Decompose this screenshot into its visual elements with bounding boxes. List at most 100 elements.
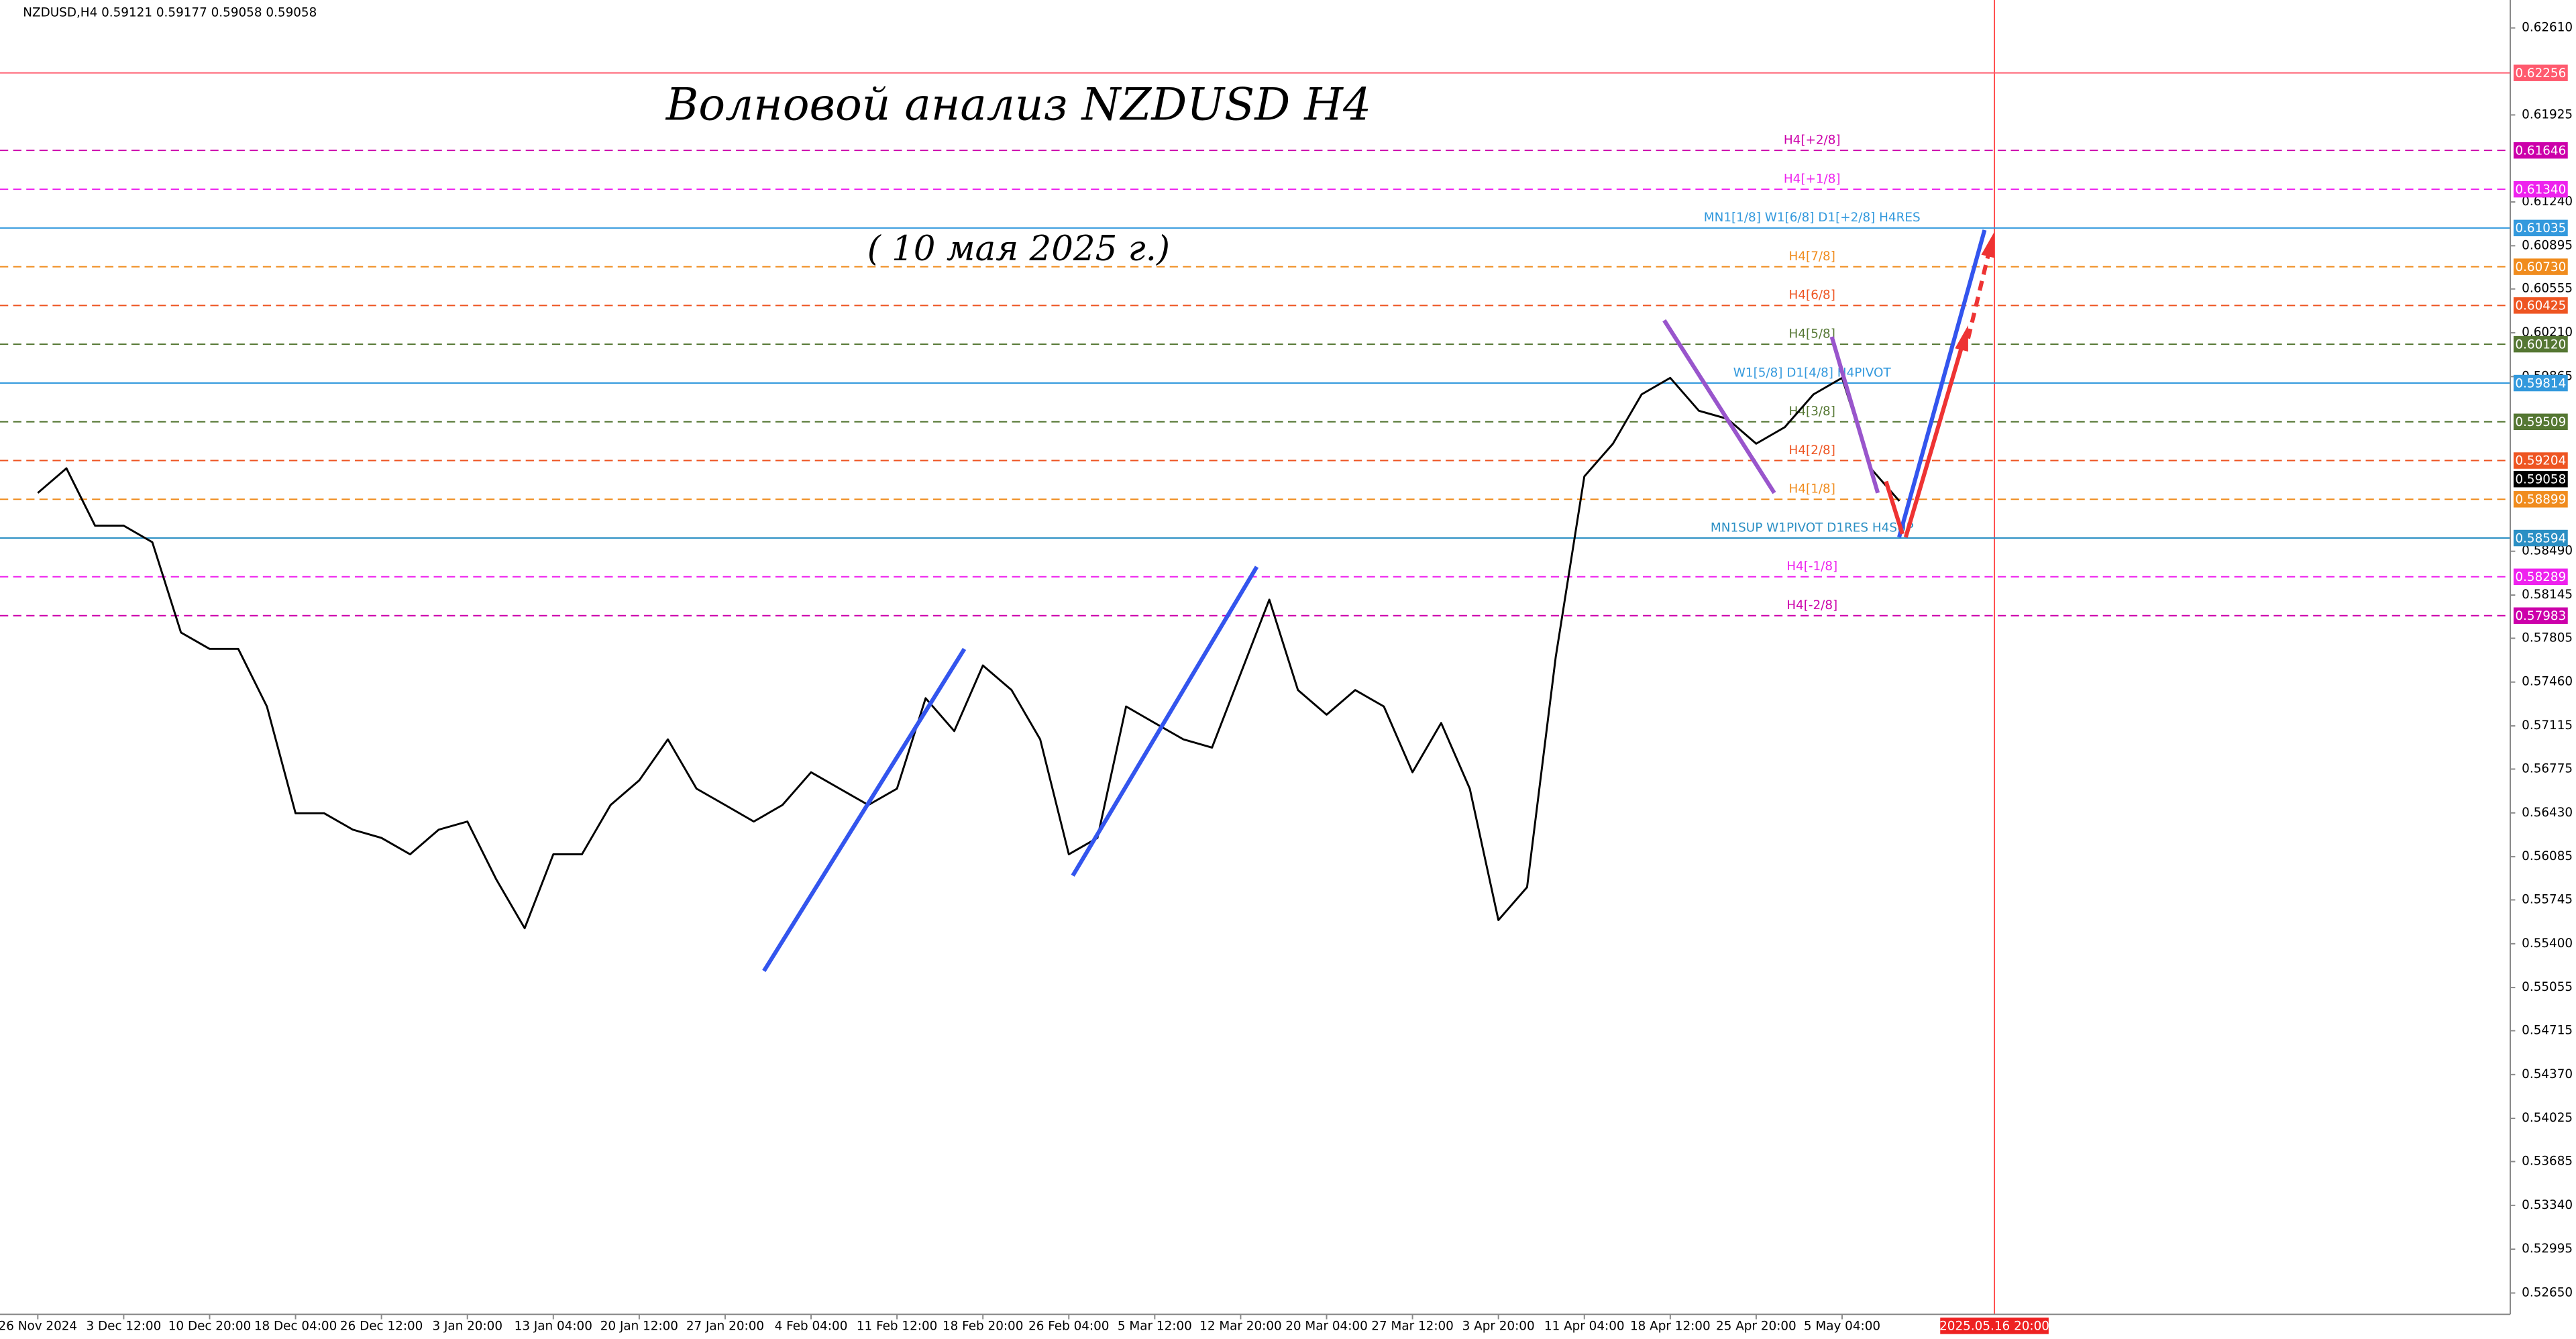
level-box bbox=[2513, 297, 2568, 314]
wave-line bbox=[762, 647, 967, 973]
y-tick-label: 0.54025 bbox=[2522, 1111, 2573, 1125]
y-tick-label: 0.54715 bbox=[2522, 1023, 2573, 1037]
x-tick-label: 5 Mar 12:00 bbox=[1118, 1320, 1192, 1334]
levels: H4[+2/8] H4[+1/8] MN1[1/8] W1[6/8] D1[+2/8… bbox=[0, 72, 2511, 617]
x-tick-label: 26 Feb 04:00 bbox=[1028, 1320, 1109, 1334]
y-tick-label: 0.54370 bbox=[2522, 1067, 2573, 1081]
level-name: H4[6/8] bbox=[1789, 288, 1835, 303]
y-tick-label: 0.60210 bbox=[2522, 325, 2573, 339]
arrow-head bbox=[1981, 231, 1995, 258]
wave-line bbox=[1897, 229, 1987, 538]
wave-arrow bbox=[1903, 341, 1966, 538]
y-tick-label: 0.58145 bbox=[2522, 588, 2573, 602]
level-value-label: 0.59204 bbox=[2515, 454, 2566, 468]
level-name: H4[3/8] bbox=[1789, 405, 1835, 419]
level-name: MN1[1/8] W1[6/8] D1[+2/8] H4RES bbox=[1704, 211, 1921, 225]
y-tick-label: 0.56775 bbox=[2522, 761, 2573, 775]
wave-line bbox=[1829, 336, 1880, 494]
y-tick-label: 0.55400 bbox=[2522, 936, 2573, 951]
price bbox=[37, 376, 1900, 930]
x-tick-label: 11 Feb 12:00 bbox=[857, 1320, 937, 1334]
x-tick-label: 18 Feb 20:00 bbox=[943, 1320, 1023, 1334]
level-box bbox=[2513, 452, 2568, 469]
x-tick-label: 20 Mar 04:00 bbox=[1285, 1320, 1368, 1334]
level-name: MN1SUP W1PIVOT D1RES H4SUP bbox=[1711, 521, 1914, 535]
x-tick-label: 20 Jan 12:00 bbox=[600, 1320, 678, 1334]
level-box bbox=[2513, 491, 2568, 508]
wave-line bbox=[1884, 480, 1904, 535]
wave-line bbox=[1071, 566, 1259, 877]
arrow-head bbox=[1955, 325, 1968, 352]
current-price-label: 0.59058 bbox=[2515, 472, 2566, 486]
y-tick-label: 0.53340 bbox=[2522, 1198, 2573, 1212]
level-name: H4[2/8] bbox=[1789, 443, 1835, 458]
chart-subtitle: ( 10 мая 2025 г.) bbox=[867, 229, 1170, 269]
y-tick-label: 0.62610 bbox=[2522, 21, 2573, 35]
level-box bbox=[2513, 568, 2568, 586]
level-box bbox=[2513, 180, 2568, 198]
level-value-label: 0.58289 bbox=[2515, 570, 2566, 584]
x-tick-label: 3 Apr 20:00 bbox=[1462, 1320, 1535, 1334]
time-marker-box bbox=[1940, 1318, 2049, 1334]
level-value-label: 0.57983 bbox=[2515, 609, 2566, 623]
y-tick-label: 0.56085 bbox=[2522, 849, 2573, 863]
y-tick-label: 0.58490 bbox=[2522, 544, 2573, 558]
level-box bbox=[2513, 219, 2568, 237]
y-tick-label: 0.55745 bbox=[2522, 892, 2573, 906]
x-tick-label: 27 Jan 20:00 bbox=[686, 1320, 764, 1334]
y-tick-label: 0.57115 bbox=[2522, 718, 2573, 733]
y-tick-label: 0.61925 bbox=[2522, 107, 2573, 121]
x-tick-label: 5 May 04:00 bbox=[1804, 1320, 1880, 1334]
x-tick-label: 10 Dec 20:00 bbox=[168, 1320, 251, 1334]
price-line bbox=[37, 376, 1900, 930]
level-box bbox=[2513, 142, 2568, 159]
chart-title: Волновой анализ NZDUSD H4 bbox=[665, 79, 1371, 131]
level-box bbox=[2513, 374, 2568, 392]
symbol-header: NZDUSD,H4 0.59121 0.59177 0.59058 0.5905… bbox=[23, 6, 317, 20]
level-value-label: 0.62256 bbox=[2515, 66, 2566, 81]
level-name: H4[+2/8] bbox=[1784, 133, 1841, 147]
level-box bbox=[2513, 258, 2568, 275]
x-tick-label: 27 Mar 12:00 bbox=[1371, 1320, 1454, 1334]
level-value-label: 0.60730 bbox=[2515, 260, 2566, 274]
level-box bbox=[2513, 607, 2568, 624]
level-value-label: 0.60120 bbox=[2515, 337, 2566, 352]
x-tick-label: 11 Apr 04:00 bbox=[1544, 1320, 1625, 1334]
level-name: W1[5/8] D1[4/8] H4PIVOT bbox=[1733, 366, 1892, 380]
x-tick-label: 13 Jan 04:00 bbox=[515, 1320, 592, 1334]
y-tick-label: 0.52650 bbox=[2522, 1285, 2573, 1299]
level-name: H4[5/8] bbox=[1789, 327, 1835, 341]
x-tick-label: 26 Dec 12:00 bbox=[340, 1320, 423, 1334]
x-tick-label: 18 Apr 12:00 bbox=[1630, 1320, 1711, 1334]
level-box bbox=[2513, 64, 2568, 81]
x-tick-label: 18 Dec 04:00 bbox=[254, 1320, 337, 1334]
y-tick-label: 0.52995 bbox=[2522, 1242, 2573, 1256]
level-value-label: 0.59814 bbox=[2515, 376, 2566, 390]
x-tick-label: 26 Nov 2024 bbox=[0, 1320, 77, 1334]
x-tick-label: 12 Mar 20:00 bbox=[1199, 1320, 1282, 1334]
level-value-label: 0.61340 bbox=[2515, 182, 2566, 197]
level-name: H4[+1/8] bbox=[1784, 172, 1841, 186]
y-tick-label: 0.57460 bbox=[2522, 675, 2573, 689]
current-price-box bbox=[2513, 470, 2568, 488]
level-box bbox=[2513, 335, 2568, 353]
time-marker-label: 2025.05.16 20:00 bbox=[1939, 1320, 2049, 1334]
level-value-label: 0.58594 bbox=[2515, 531, 2566, 545]
y-tick-label: 0.55055 bbox=[2522, 980, 2573, 994]
y-tick-label: 0.53685 bbox=[2522, 1154, 2573, 1168]
y-tick-label: 0.61240 bbox=[2522, 195, 2573, 209]
x-tick-label: 3 Dec 12:00 bbox=[87, 1320, 162, 1334]
level-value-label: 0.61646 bbox=[2515, 144, 2566, 158]
y-tick-label: 0.57805 bbox=[2522, 631, 2573, 645]
wave-line bbox=[1662, 319, 1776, 494]
x-tick-label: 4 Feb 04:00 bbox=[775, 1320, 848, 1334]
y-tick-label: 0.60555 bbox=[2522, 282, 2573, 296]
level-name: H4[1/8] bbox=[1789, 482, 1835, 496]
level-name: H4[-1/8] bbox=[1786, 559, 1837, 574]
x-tick-label: 3 Jan 20:00 bbox=[432, 1320, 502, 1334]
wave-annotations bbox=[762, 229, 1995, 973]
level-box bbox=[2513, 413, 2568, 431]
level-value-label: 0.61035 bbox=[2515, 221, 2566, 235]
x-tick-label: 25 Apr 20:00 bbox=[1716, 1320, 1796, 1334]
